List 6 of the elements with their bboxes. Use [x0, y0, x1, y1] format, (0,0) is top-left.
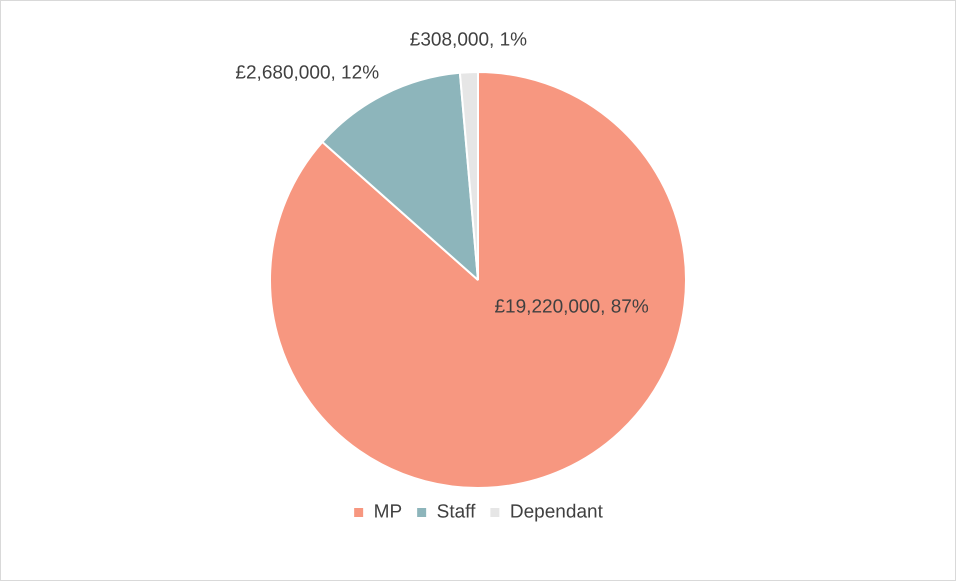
legend-label: MP: [374, 502, 402, 523]
data-label: £308,000, 1%: [410, 29, 528, 50]
legend-label: Staff: [436, 502, 476, 523]
data-label: £19,220,000, 87%: [494, 296, 649, 318]
data-label: £2,680,000, 12%: [235, 62, 380, 84]
legend-label: Dependant: [510, 502, 604, 523]
